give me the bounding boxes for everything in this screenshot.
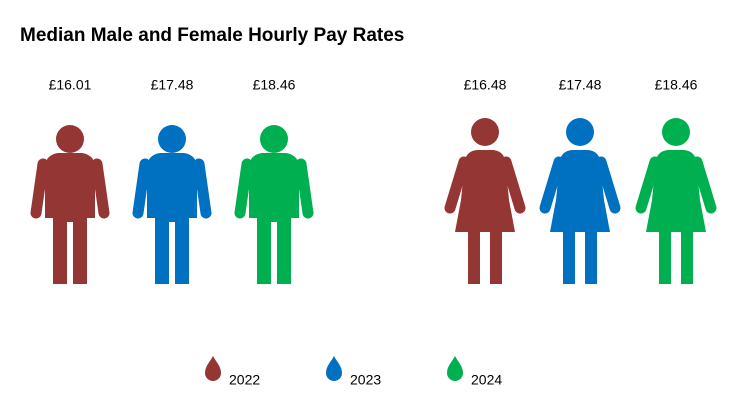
legend-marker (326, 356, 342, 381)
value-label: £16.01 (49, 77, 92, 93)
dress (455, 150, 515, 232)
leg (563, 230, 575, 284)
arms (635, 156, 717, 214)
arms (132, 158, 212, 219)
legend-marker (447, 356, 463, 381)
leg (585, 230, 597, 284)
head (56, 125, 84, 153)
head (471, 118, 499, 146)
female-figure (444, 118, 526, 284)
torso (147, 153, 197, 284)
head (158, 125, 186, 153)
male-figure (132, 125, 212, 284)
arms (444, 156, 526, 214)
legend-marker (205, 356, 221, 381)
legend-label: 2024 (471, 372, 502, 388)
torso (249, 153, 299, 284)
torso (45, 153, 95, 284)
arms (539, 156, 621, 214)
chart-title: Median Male and Female Hourly Pay Rates (20, 25, 404, 46)
male-figure (234, 125, 314, 284)
dress (550, 150, 610, 232)
value-label: £16.48 (464, 77, 507, 93)
leg (468, 230, 480, 284)
head (566, 118, 594, 146)
leg (490, 230, 502, 284)
value-label: £17.48 (151, 77, 194, 93)
female-figure (635, 118, 717, 284)
value-label: £18.46 (655, 77, 698, 93)
leg (659, 230, 671, 284)
arms (30, 158, 110, 219)
leg (681, 230, 693, 284)
legend-label: 2023 (350, 372, 381, 388)
head (662, 118, 690, 146)
arms (234, 158, 314, 219)
dress (646, 150, 706, 232)
legend-label: 2022 (229, 372, 260, 388)
value-label: £18.46 (253, 77, 296, 93)
female-figure (539, 118, 621, 284)
head (260, 125, 288, 153)
male-figure (30, 125, 110, 284)
value-label: £17.48 (559, 77, 602, 93)
